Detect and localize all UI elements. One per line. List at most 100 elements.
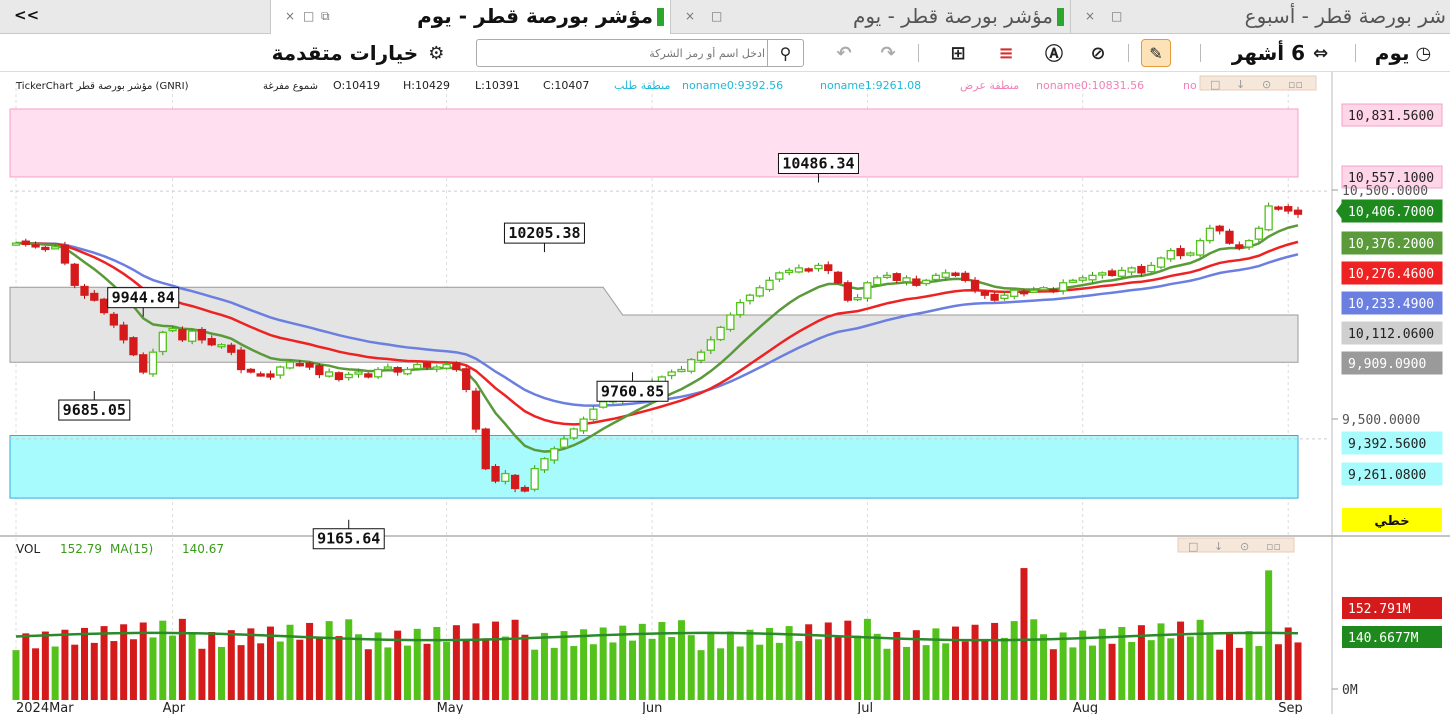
- candle-down: [227, 344, 236, 353]
- candle-down: [970, 279, 980, 291]
- chart-toolbar: يوم ◷ 6 أشهر ⇔ ✎ ⊘ Ⓐ ≡ ⊞ ↷ ↶ ⚲ خيارات مت…: [0, 34, 1450, 72]
- price-tag: [1341, 291, 1443, 315]
- volume-bar-down: [100, 626, 108, 700]
- scale-mode-button[interactable]: [1342, 508, 1442, 532]
- info-value: noname1:9261.08: [820, 79, 921, 92]
- indicator-button[interactable]: ⊘: [1084, 39, 1112, 67]
- volume-bar-up: [1040, 634, 1048, 700]
- redo-button[interactable]: ↷: [874, 39, 902, 67]
- candle-down: [31, 244, 40, 248]
- candle-down: [990, 293, 999, 301]
- volume-bar-down: [41, 631, 49, 700]
- volume-bar-down: [824, 622, 832, 700]
- volume-bar-down: [315, 637, 323, 700]
- candle-up: [745, 294, 755, 302]
- info-truncated: no: [1183, 79, 1197, 92]
- pane-control-icon: ▫▫: [1266, 540, 1281, 553]
- pane-control-icon: □: [1188, 540, 1198, 553]
- collapse-panel-button[interactable]: <<: [14, 6, 40, 24]
- tab-title: شر بورصة قطر - أسبوع: [1244, 4, 1446, 28]
- advanced-options-button[interactable]: خيارات متقدمة ⚙: [258, 39, 458, 67]
- undo-button[interactable]: ↶: [830, 39, 858, 67]
- x-axis-label: Apr: [163, 701, 186, 714]
- candle-up: [413, 363, 422, 370]
- volume-bar-up: [159, 620, 167, 700]
- maximize-tab-icon[interactable]: □: [303, 9, 315, 23]
- demand-zone: [9, 435, 1299, 499]
- volume-pane-controls[interactable]: [1177, 537, 1295, 553]
- volume-bar-down: [511, 619, 519, 700]
- info-value: noname0:10831.56: [1036, 79, 1144, 92]
- symbol-search: ⚲: [476, 39, 804, 67]
- candle-down: [256, 373, 265, 377]
- candle-down: [520, 486, 530, 492]
- maximize-tab-icon[interactable]: □: [711, 9, 723, 23]
- candle-up: [696, 351, 706, 361]
- volume-bar-down: [32, 648, 40, 700]
- volume-bar-up: [1069, 647, 1077, 700]
- candle-up: [853, 297, 862, 301]
- candle-up: [941, 272, 950, 278]
- volume-bar-up: [873, 633, 881, 700]
- volume-bar-down: [1108, 643, 1116, 700]
- candle-up: [667, 371, 676, 377]
- candle-down: [21, 240, 30, 246]
- x-axis-label: Jun: [641, 701, 662, 714]
- alert-button[interactable]: Ⓐ: [1040, 39, 1068, 67]
- volume-bar-up: [149, 637, 157, 700]
- info-value: O:10419: [333, 79, 380, 92]
- candle-down: [80, 285, 89, 296]
- undo-icon: ↶: [836, 42, 852, 64]
- pane-control-icon: □: [1210, 78, 1220, 91]
- candle-down: [961, 272, 970, 281]
- candle-down: [471, 390, 481, 430]
- detach-tab-icon[interactable]: ⧉: [321, 9, 330, 23]
- info-value: منطقة عرض: [960, 79, 1019, 92]
- volume-bar-down: [1049, 649, 1057, 700]
- volume-bar-up: [188, 633, 196, 700]
- price-tag-label: 10,276.4600: [1348, 267, 1434, 282]
- alert-icon: Ⓐ: [1045, 44, 1063, 65]
- volume-bar-up: [51, 646, 59, 700]
- volume-bar-up: [374, 632, 382, 700]
- tab-qatar-index-daily-active[interactable]: × □ ⧉ مؤشر بورصة قطر - يوم: [270, 0, 670, 35]
- tab-qatar-index-daily[interactable]: × □ مؤشر بورصة قطر - يوم: [670, 0, 1070, 34]
- draw-pen-icon: ✎: [1149, 43, 1163, 63]
- price-chart[interactable]: 2024Mar Apr May Jun Jul Aug Sep 9944.84 9685.05 9…: [0, 72, 1450, 714]
- candle-up: [530, 467, 539, 490]
- volume-bar-down: [71, 644, 79, 700]
- binoculars-button[interactable]: ⊞: [944, 39, 972, 67]
- volume-bar-down: [139, 622, 147, 700]
- volume-bar-up: [1196, 619, 1204, 700]
- volume-bar-up: [1098, 628, 1106, 700]
- volume-bar-up: [531, 649, 539, 700]
- levels-button[interactable]: ≡: [992, 39, 1020, 67]
- volume-bar-down: [22, 633, 30, 700]
- vol-label: VOL: [16, 542, 40, 556]
- volume-bar-up: [580, 629, 588, 700]
- close-tab-icon[interactable]: ×: [685, 9, 696, 23]
- price-pane-controls[interactable]: [1199, 75, 1317, 91]
- candle-down: [334, 372, 344, 381]
- symbol-search-input[interactable]: [485, 43, 765, 63]
- pane-control-icon: ⊙: [1262, 78, 1271, 91]
- period-selector[interactable]: 6 أشهر ⇔: [1210, 39, 1350, 67]
- search-button[interactable]: ⚲: [767, 40, 803, 66]
- volume-bar-up: [1010, 621, 1018, 700]
- candle-down: [1137, 265, 1146, 274]
- x-axis-label: 2024Mar: [16, 701, 74, 714]
- volume-bar-down: [1294, 642, 1302, 700]
- candle-down: [1225, 230, 1234, 244]
- close-tab-icon[interactable]: ×: [285, 9, 296, 23]
- draw-pen-button[interactable]: ✎: [1141, 39, 1171, 67]
- volume-bar-down: [306, 622, 314, 700]
- maximize-tab-icon[interactable]: □: [1111, 9, 1123, 23]
- interval-selector[interactable]: يوم ◷: [1362, 39, 1444, 67]
- volume-bar-up: [355, 634, 363, 700]
- price-annotation-label: 9685.05: [63, 401, 126, 419]
- close-tab-icon[interactable]: ×: [1085, 9, 1096, 23]
- volume-bar-up: [345, 619, 353, 700]
- tab-qatar-index-weekly[interactable]: × □ شر بورصة قطر - أسبوع: [1070, 0, 1450, 34]
- levels-icon: ≡: [998, 42, 1014, 64]
